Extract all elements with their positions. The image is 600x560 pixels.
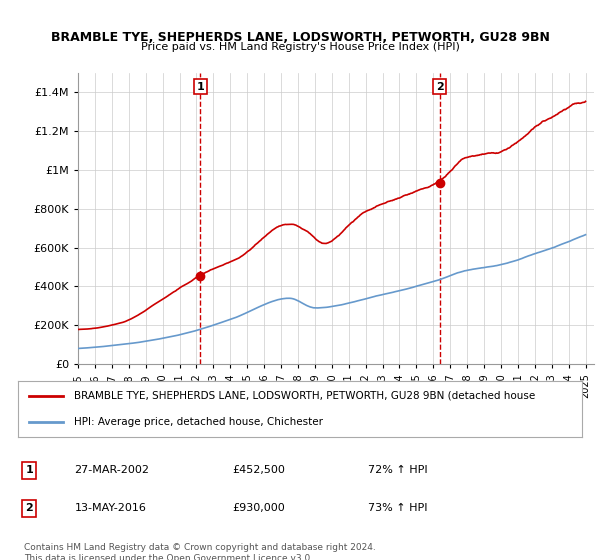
Text: HPI: Average price, detached house, Chichester: HPI: Average price, detached house, Chic… — [74, 417, 323, 427]
Text: 72% ↑ HPI: 72% ↑ HPI — [368, 465, 427, 475]
Text: Contains HM Land Registry data © Crown copyright and database right 2024.
This d: Contains HM Land Registry data © Crown c… — [24, 543, 376, 560]
Text: 2: 2 — [25, 503, 33, 513]
Text: 13-MAY-2016: 13-MAY-2016 — [74, 503, 146, 513]
Text: £452,500: £452,500 — [232, 465, 285, 475]
Text: BRAMBLE TYE, SHEPHERDS LANE, LODSWORTH, PETWORTH, GU28 9BN: BRAMBLE TYE, SHEPHERDS LANE, LODSWORTH, … — [50, 31, 550, 44]
Text: 73% ↑ HPI: 73% ↑ HPI — [368, 503, 427, 513]
Text: 27-MAR-2002: 27-MAR-2002 — [74, 465, 149, 475]
Text: £930,000: £930,000 — [232, 503, 285, 513]
Text: Price paid vs. HM Land Registry's House Price Index (HPI): Price paid vs. HM Land Registry's House … — [140, 42, 460, 52]
Text: 1: 1 — [196, 82, 204, 91]
Text: 1: 1 — [25, 465, 33, 475]
Text: BRAMBLE TYE, SHEPHERDS LANE, LODSWORTH, PETWORTH, GU28 9BN (detached house: BRAMBLE TYE, SHEPHERDS LANE, LODSWORTH, … — [74, 391, 536, 401]
Text: 2: 2 — [436, 82, 443, 91]
